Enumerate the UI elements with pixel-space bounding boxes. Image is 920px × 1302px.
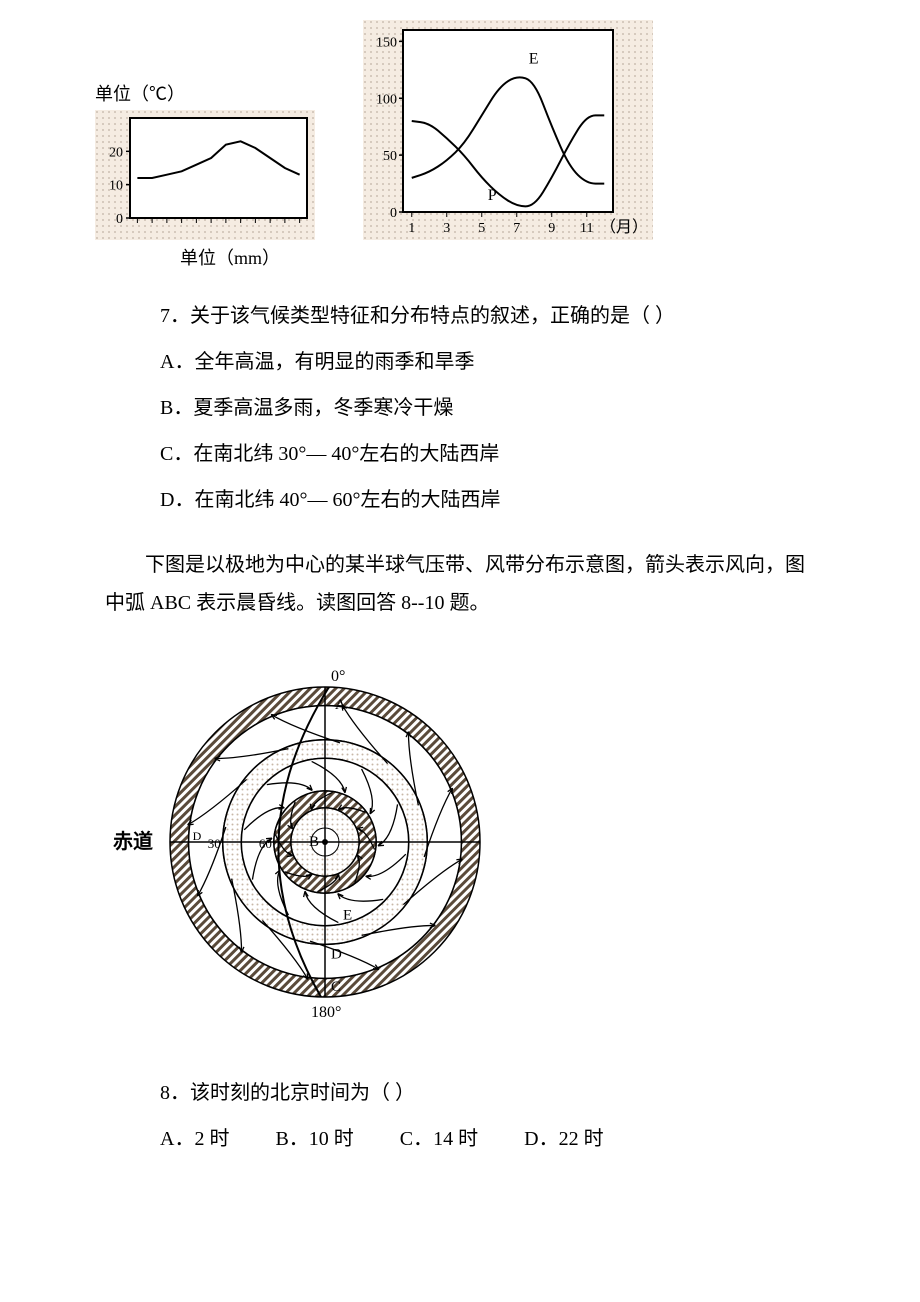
mm-unit-label: 单位（mm） [0,244,920,270]
question-8: 8．该时刻的北京时间为（ ） A．2 时 B．10 时 C．14 时 D．22 … [0,1037,920,1175]
svg-text:0: 0 [116,212,123,227]
svg-text:B: B [309,834,319,850]
svg-text:10: 10 [109,179,123,194]
svg-text:20: 20 [109,145,123,160]
climate-charts-row: 单位（℃） 0 10 20 0 50 100 150 1 3 5 7 9 11 （月） E P [0,0,920,240]
svg-text:0: 0 [390,206,397,221]
temp-chart-title: 单位（℃） [95,80,315,106]
temperature-chart-svg: 0 10 20 [95,110,315,240]
svg-text:0°: 0° [331,668,345,685]
q7-stem: 7．关于该气候类型特征和分布特点的叙述，正确的是（ ） [160,296,820,336]
precip-chart-svg: 0 50 100 150 1 3 5 7 9 11 （月） E P [363,20,653,240]
svg-text:E: E [529,51,539,68]
q7-option-b: B．夏季高温多雨，冬季寒冷干燥 [160,388,820,428]
question-7: 7．关于该气候类型特征和分布特点的叙述，正确的是（ ） A．全年高温，有明显的雨… [0,270,920,536]
polar-intro: 下图是以极地为中心的某半球气压带、风带分布示意图，箭头表示风向，图中弧 ABC … [0,536,920,637]
q8-option-c: C．14 时 [400,1128,478,1150]
svg-text:180°: 180° [311,1004,341,1021]
svg-text:60: 60 [259,836,272,851]
svg-text:50: 50 [383,149,397,164]
q8-option-d: D．22 时 [524,1128,603,1150]
svg-text:E: E [343,908,352,924]
svg-text:P: P [488,187,497,204]
svg-text:D: D [193,829,202,843]
svg-text:100: 100 [376,92,397,107]
q7-option-c: C．在南北纬 30°— 40°左右的大陆西岸 [160,434,820,474]
svg-text:11: 11 [580,221,593,236]
polar-intro-text: 下图是以极地为中心的某半球气压带、风带分布示意图，箭头表示风向，图中弧 ABC … [105,554,805,614]
q7-option-d: D．在南北纬 40°— 60°左右的大陆西岸 [160,480,820,520]
svg-text:9: 9 [548,221,555,236]
svg-text:D: D [331,946,342,962]
polar-diagram-svg: 0° 180° 赤道 30 60 D A B C E D [95,647,525,1027]
svg-text:C: C [331,979,341,995]
svg-text:3: 3 [443,221,450,236]
q7-option-a: A．全年高温，有明显的雨季和旱季 [160,342,820,382]
q8-option-a: A．2 时 [160,1128,229,1150]
svg-text:30: 30 [208,836,221,851]
svg-text:赤道: 赤道 [113,829,153,853]
temperature-chart: 单位（℃） 0 10 20 [95,80,315,240]
svg-text:5: 5 [478,221,485,236]
q8-option-b: B．10 时 [275,1128,353,1150]
svg-text:（月）: （月） [600,218,648,236]
svg-text:150: 150 [376,35,397,50]
q8-stem: 8．该时刻的北京时间为（ ） [160,1073,820,1113]
svg-text:1: 1 [408,221,415,236]
precip-chart: 0 50 100 150 1 3 5 7 9 11 （月） E P [363,20,653,240]
svg-text:A: A [335,697,346,713]
q8-options: A．2 时 B．10 时 C．14 时 D．22 时 [160,1119,820,1159]
svg-text:7: 7 [513,221,520,236]
polar-diagram-container: 0° 180° 赤道 30 60 D A B C E D [0,637,920,1037]
